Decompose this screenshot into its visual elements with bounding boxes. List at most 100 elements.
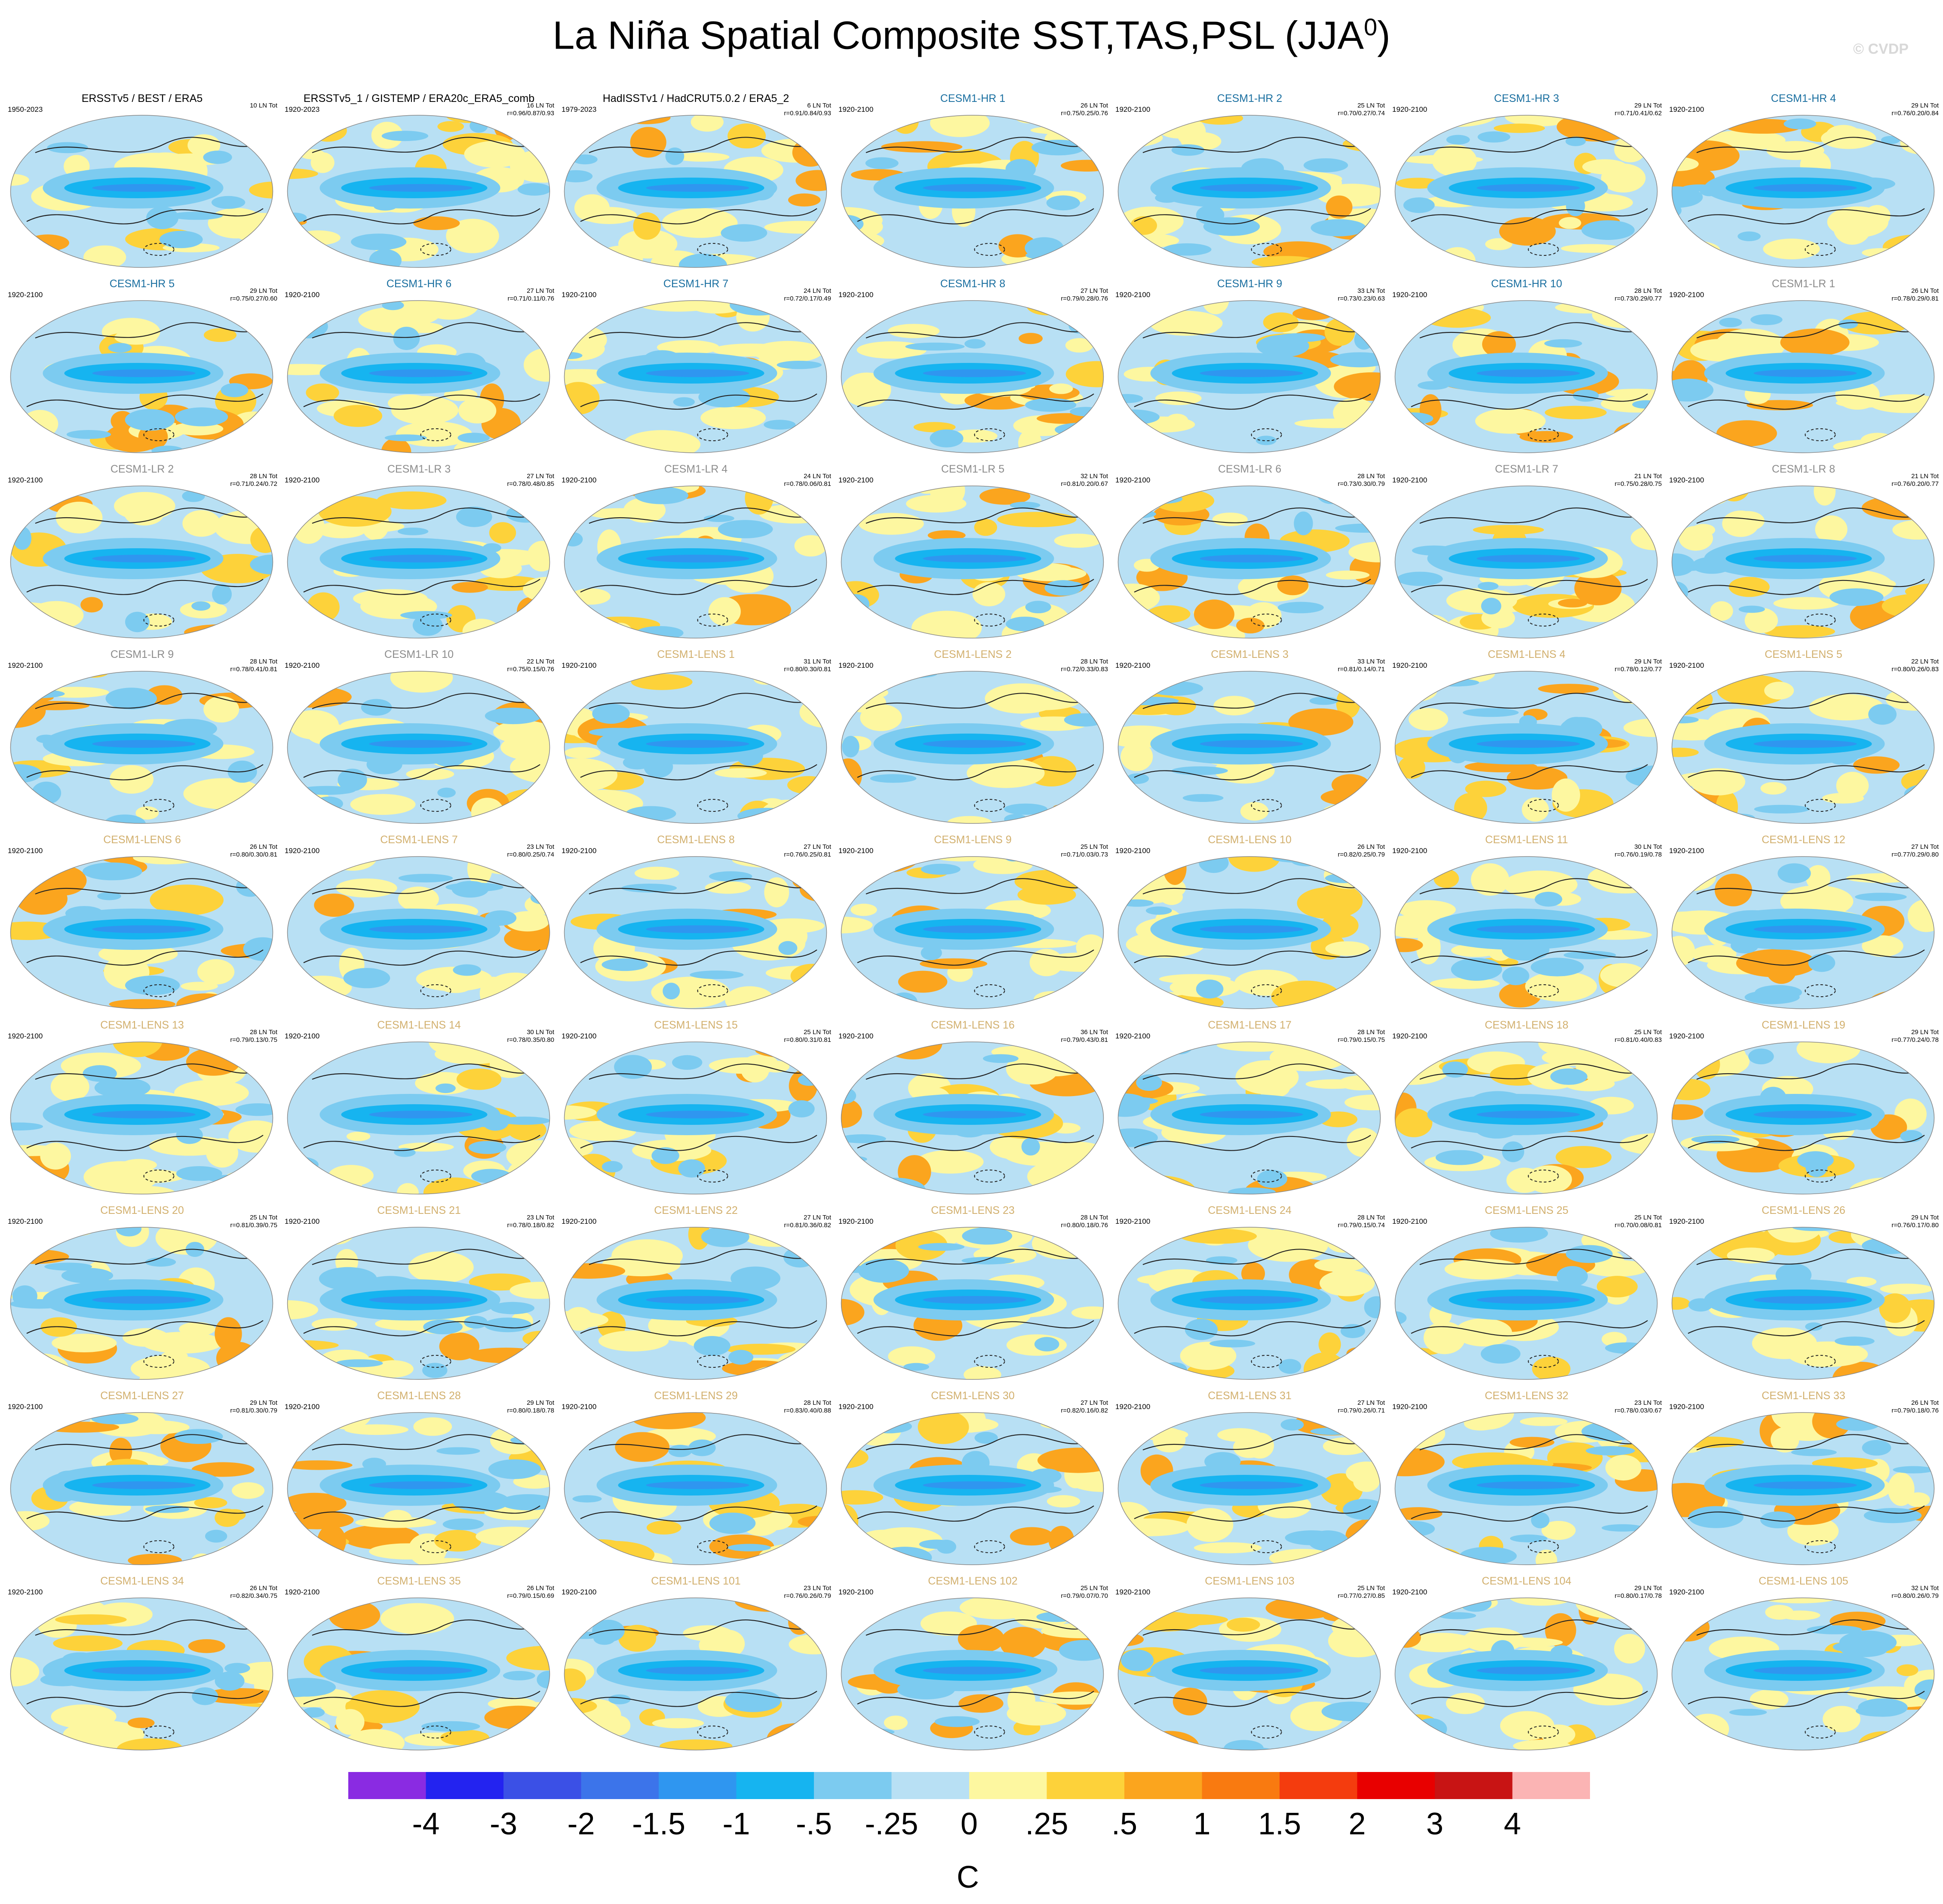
cold-tongue-core bbox=[646, 1111, 749, 1118]
cool-anomaly bbox=[1637, 124, 1658, 139]
cool-anomaly bbox=[1144, 1735, 1179, 1750]
psl-contour bbox=[866, 322, 1099, 339]
cool-anomaly bbox=[841, 1001, 863, 1009]
panel-period: 1920-2100 bbox=[285, 1588, 320, 1596]
panel-event-count: 28 LN Tot bbox=[1080, 658, 1108, 665]
map-panel: CESM1-LENS 12 1920-2100 27 LN Tot r=0.77/0.… bbox=[1665, 834, 1942, 1019]
cool-anomaly bbox=[1031, 140, 1085, 156]
panel-event-count: 33 LN Tot bbox=[1357, 658, 1385, 665]
panel-event-count: 26 LN Tot bbox=[1911, 287, 1939, 295]
cool-anomaly bbox=[594, 301, 626, 310]
warm-anomaly bbox=[1627, 252, 1649, 267]
map-panel: CESM1-LENS 7 1920-2100 23 LN Tot r=0.80/0.2… bbox=[280, 834, 558, 1019]
panel-period: 1920-2100 bbox=[562, 847, 597, 855]
panel-event-count: 29 LN Tot bbox=[1911, 1214, 1939, 1221]
map-panel: CESM1-HR 3 1920-2100 29 LN Tot r=0.71/0.41/… bbox=[1388, 92, 1665, 277]
cool-anomaly bbox=[841, 621, 863, 636]
psl-contour-negative bbox=[1251, 428, 1282, 441]
map-panel: CESM1-LENS 101 1920-2100 23 LN Tot r=0.76/0… bbox=[557, 1575, 835, 1760]
warm-anomaly bbox=[1326, 570, 1370, 580]
cool-anomaly bbox=[1502, 1141, 1524, 1162]
warm-anomaly bbox=[1672, 1042, 1713, 1065]
warm-anomaly bbox=[112, 1042, 163, 1057]
psl-contour bbox=[35, 322, 268, 339]
warm-anomaly bbox=[932, 857, 991, 862]
warm-anomaly bbox=[1153, 1428, 1186, 1453]
warm-anomaly bbox=[1137, 1274, 1187, 1285]
warm-anomaly bbox=[119, 1186, 177, 1194]
warm-anomaly bbox=[1806, 865, 1830, 891]
warm-anomaly bbox=[1063, 1413, 1104, 1422]
panel-title: CESM1-HR 7 bbox=[663, 278, 729, 290]
panel-correlation: r=0.75/0.25/0.76 bbox=[1061, 110, 1108, 117]
cool-anomaly bbox=[1129, 1558, 1154, 1565]
panel-correlation: r=0.82/0.16/0.82 bbox=[1061, 1407, 1108, 1414]
warm-anomaly bbox=[10, 301, 73, 307]
panel-title: CESM1-HR 5 bbox=[109, 278, 175, 290]
psl-contour bbox=[589, 507, 822, 524]
psl-contour bbox=[857, 1691, 1094, 1707]
cool-anomaly bbox=[1797, 1151, 1834, 1169]
panel-title: CESM1-LENS 33 bbox=[1762, 1390, 1845, 1402]
panel-event-count: 23 LN Tot bbox=[527, 843, 554, 851]
map-panel: CESM1-LENS 13 1920-2100 28 LN Tot r=0.79/0.… bbox=[3, 1019, 281, 1204]
cool-anomaly bbox=[1748, 1048, 1774, 1065]
panel-title: CESM1-LENS 34 bbox=[100, 1575, 184, 1587]
warm-anomaly bbox=[662, 208, 738, 238]
warm-anomaly bbox=[1541, 1724, 1575, 1745]
map-panel: CESM1-LENS 9 1920-2100 25 LN Tot r=0.71/0.0… bbox=[834, 834, 1111, 1019]
warm-anomaly bbox=[46, 1735, 72, 1750]
warm-anomaly bbox=[787, 776, 827, 794]
cool-anomaly bbox=[921, 946, 942, 960]
cool-anomaly bbox=[921, 863, 961, 875]
psl-contour bbox=[1688, 208, 1925, 224]
cool-anomaly bbox=[1835, 1336, 1875, 1346]
title-text: La Niña Spatial Composite SST,TAS,PSL (J… bbox=[553, 13, 1364, 58]
warm-anomaly bbox=[1072, 628, 1104, 638]
warm-anomaly bbox=[476, 1526, 549, 1546]
warm-anomaly bbox=[1766, 1227, 1823, 1243]
colorbar-tick-label: -1 bbox=[722, 1807, 750, 1841]
panel-period: 1920-2100 bbox=[285, 1217, 320, 1225]
cool-anomaly bbox=[61, 1268, 114, 1284]
cool-anomaly bbox=[108, 343, 132, 353]
panel-period: 1920-2100 bbox=[1392, 291, 1427, 299]
cool-anomaly bbox=[104, 814, 146, 823]
cool-anomaly bbox=[461, 1558, 500, 1565]
map-outline bbox=[564, 1041, 827, 1195]
cool-anomaly bbox=[1544, 339, 1582, 348]
warm-anomaly bbox=[510, 1282, 550, 1299]
warm-anomaly bbox=[1048, 1526, 1074, 1554]
panel-correlation: r=0.79/0.15/0.74 bbox=[1338, 1222, 1385, 1229]
warm-anomaly bbox=[223, 1509, 246, 1521]
warm-anomaly bbox=[700, 406, 766, 429]
map-outline bbox=[1671, 1041, 1935, 1195]
warm-anomaly bbox=[1031, 1228, 1092, 1259]
cool-anomaly bbox=[593, 1631, 616, 1645]
psl-contour bbox=[1411, 764, 1648, 780]
cool-anomaly bbox=[451, 881, 489, 898]
map-outline bbox=[1671, 671, 1935, 824]
warm-anomaly bbox=[714, 768, 767, 778]
psl-contour bbox=[580, 1505, 817, 1522]
panel-period: 1979-2023 bbox=[562, 105, 597, 114]
cool-anomaly bbox=[1868, 704, 1897, 725]
cool-anomaly bbox=[673, 397, 695, 407]
warm-anomaly bbox=[1913, 1227, 1934, 1254]
global-map bbox=[564, 1227, 827, 1380]
panel-period: 1920-2100 bbox=[1392, 847, 1427, 855]
warm-anomaly bbox=[598, 1330, 669, 1351]
map-outline bbox=[841, 671, 1104, 824]
panel-event-count: 25 LN Tot bbox=[1080, 843, 1108, 851]
warm-anomaly bbox=[1765, 1605, 1794, 1620]
panel-title: CESM1-LENS 10 bbox=[1208, 834, 1292, 846]
map-outline bbox=[1671, 856, 1935, 1009]
cool-anomaly bbox=[1481, 598, 1501, 614]
map-outline bbox=[287, 1597, 550, 1750]
panel-period: 1920-2100 bbox=[1392, 1588, 1427, 1596]
cool-anomaly bbox=[778, 941, 798, 955]
warm-anomaly bbox=[188, 780, 231, 802]
panel-title: CESM1-LENS 35 bbox=[377, 1575, 461, 1587]
panel-event-count: 25 LN Tot bbox=[1357, 1585, 1385, 1592]
psl-contour bbox=[580, 1135, 817, 1151]
